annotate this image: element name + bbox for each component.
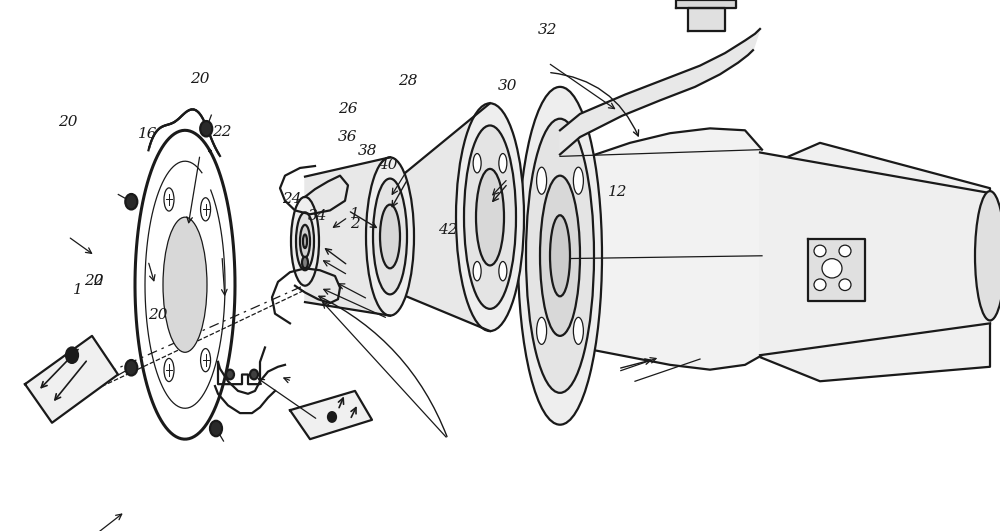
Text: 20: 20 <box>84 274 104 288</box>
Polygon shape <box>688 8 725 31</box>
Text: 20: 20 <box>190 72 210 87</box>
Polygon shape <box>560 29 760 155</box>
Text: 16: 16 <box>138 127 158 141</box>
Ellipse shape <box>839 245 851 257</box>
Ellipse shape <box>473 261 481 281</box>
Text: 20: 20 <box>148 308 168 322</box>
Ellipse shape <box>373 178 407 294</box>
Ellipse shape <box>550 215 570 296</box>
Ellipse shape <box>822 259 842 278</box>
Ellipse shape <box>226 370 234 379</box>
Ellipse shape <box>291 197 319 286</box>
Ellipse shape <box>540 176 580 336</box>
Polygon shape <box>305 157 390 315</box>
Text: 40: 40 <box>378 158 398 172</box>
Polygon shape <box>676 0 736 8</box>
Ellipse shape <box>125 194 137 209</box>
Ellipse shape <box>499 153 507 173</box>
Text: 28: 28 <box>398 74 418 88</box>
Ellipse shape <box>163 217 207 352</box>
Ellipse shape <box>125 360 137 375</box>
Ellipse shape <box>66 347 78 363</box>
Text: 12: 12 <box>608 185 628 199</box>
Ellipse shape <box>200 121 212 136</box>
Text: 38: 38 <box>358 144 378 158</box>
Ellipse shape <box>499 261 507 281</box>
Text: 32: 32 <box>538 23 558 37</box>
Ellipse shape <box>473 153 481 173</box>
Ellipse shape <box>303 235 307 248</box>
Ellipse shape <box>164 358 174 382</box>
Polygon shape <box>760 143 990 381</box>
Polygon shape <box>25 336 118 423</box>
Text: 1: 1 <box>73 282 83 297</box>
Text: 2: 2 <box>350 218 360 232</box>
Ellipse shape <box>537 318 547 345</box>
Text: 2: 2 <box>93 274 103 288</box>
Text: 22: 22 <box>212 125 232 139</box>
Polygon shape <box>390 103 490 331</box>
Ellipse shape <box>302 257 308 268</box>
Polygon shape <box>808 239 865 301</box>
Ellipse shape <box>328 412 336 422</box>
Ellipse shape <box>201 198 211 221</box>
Ellipse shape <box>839 279 851 290</box>
Text: 1: 1 <box>350 207 360 221</box>
Ellipse shape <box>573 318 583 345</box>
Ellipse shape <box>476 169 504 266</box>
Ellipse shape <box>975 191 1000 320</box>
Text: 36: 36 <box>338 130 358 144</box>
Ellipse shape <box>814 279 826 290</box>
Ellipse shape <box>814 245 826 257</box>
Ellipse shape <box>210 421 222 436</box>
Ellipse shape <box>250 370 258 379</box>
Ellipse shape <box>366 157 414 315</box>
Text: 26: 26 <box>338 101 358 116</box>
Polygon shape <box>760 152 990 355</box>
Ellipse shape <box>380 204 400 268</box>
Ellipse shape <box>164 188 174 211</box>
Ellipse shape <box>526 119 594 393</box>
Text: 42: 42 <box>438 222 458 237</box>
Text: 24: 24 <box>282 192 302 206</box>
Polygon shape <box>290 391 372 439</box>
Polygon shape <box>560 129 762 370</box>
Text: 34: 34 <box>308 209 328 223</box>
Ellipse shape <box>464 125 516 309</box>
Text: 30: 30 <box>498 79 518 93</box>
Ellipse shape <box>300 225 310 258</box>
Ellipse shape <box>573 167 583 194</box>
Ellipse shape <box>518 87 602 425</box>
Ellipse shape <box>456 103 524 331</box>
Ellipse shape <box>201 348 211 372</box>
Ellipse shape <box>296 212 314 270</box>
Text: 20: 20 <box>58 115 78 129</box>
Ellipse shape <box>537 167 547 194</box>
